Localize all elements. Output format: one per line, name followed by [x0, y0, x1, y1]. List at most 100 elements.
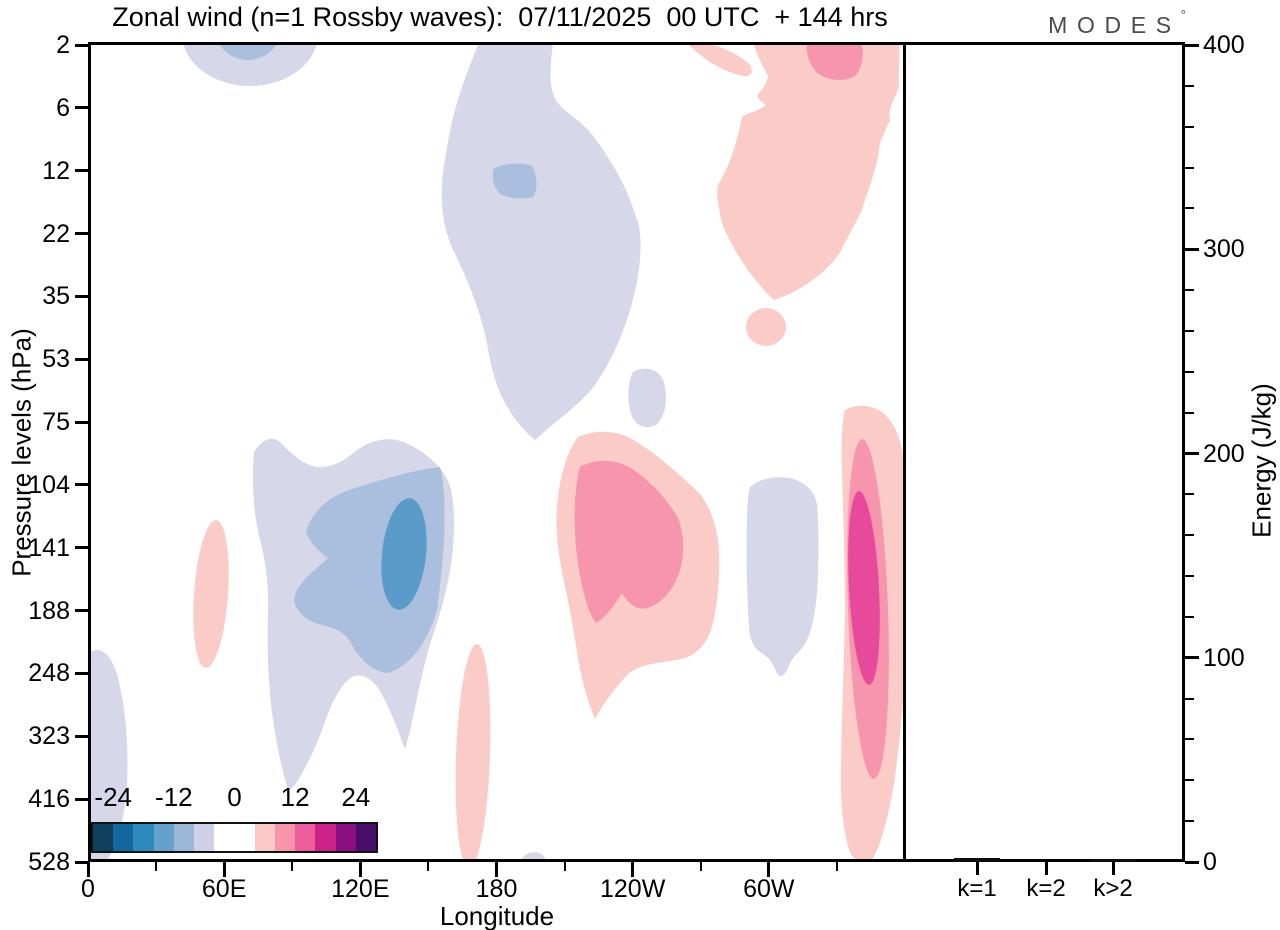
panel-separator [903, 42, 906, 862]
chart-title: Zonal wind (n=1 Rossby waves): 07/11/202… [112, 2, 888, 32]
colorbar-segment [355, 824, 377, 851]
pressure-tick [75, 232, 88, 236]
energy-tick [1185, 247, 1199, 251]
energy-minor-tick [1185, 534, 1194, 537]
pressure-tick [75, 671, 88, 675]
contour-region-left-center-blue-core [381, 498, 427, 610]
colorbar-segment [335, 824, 356, 851]
contour-region-left-edge-lavender [88, 649, 128, 862]
pressure-tick [75, 860, 88, 864]
pressure-tick-label: 248 [28, 659, 70, 688]
contour-region-top-right-pink-dot [746, 308, 786, 346]
contour-region-left-pink-sliver [193, 520, 229, 668]
energy-minor-tick [1185, 166, 1194, 169]
colorbar-segment [254, 824, 275, 851]
contour-region-right-center-lavender [746, 477, 819, 677]
pressure-tick-label: 6 [56, 93, 70, 122]
longitude-tick-label: 60E [201, 875, 247, 903]
contour-map [88, 42, 905, 862]
energy-minor-tick [1185, 575, 1194, 578]
pressure-tick [75, 734, 88, 738]
longitude-minor-tick [427, 862, 430, 871]
longitude-tick-label: 60W [743, 875, 795, 903]
longitude-tick-label: 120E [331, 875, 390, 903]
wavenumber-tick [1111, 862, 1115, 875]
longitude-tick-label: 120W [600, 875, 666, 903]
colorbar-label: -24 [94, 782, 132, 812]
colorbar-segment [315, 824, 336, 851]
energy-minor-tick [1185, 615, 1194, 618]
energy-minor-tick [1185, 207, 1194, 210]
colorbar-segment [173, 824, 195, 851]
energy-minor-tick [1185, 329, 1194, 332]
pressure-tick [75, 294, 88, 298]
pressure-tick-label: 12 [42, 156, 70, 185]
energy-bar [954, 858, 1000, 862]
longitude-tick [631, 862, 635, 877]
contour-region-top-right-pink-core [806, 42, 863, 80]
energy-minor-tick [1185, 738, 1194, 741]
energy-tick [1185, 860, 1199, 864]
pressure-tick-label: 75 [42, 408, 70, 437]
colorbar-segment [194, 824, 215, 851]
colorbar-segment [133, 824, 154, 851]
energy-tick-label: 200 [1203, 439, 1245, 468]
energy-minor-tick [1185, 820, 1194, 823]
contour-region-top-left-blue-cap [218, 42, 278, 60]
longitude-tick-label: 0 [81, 875, 95, 903]
pressure-tick [75, 357, 88, 361]
pressure-tick [75, 43, 88, 47]
modes-logo-mark: ° [1180, 7, 1186, 22]
longitude-minor-tick [291, 862, 294, 871]
contour-region-mid-right-small-lavender [628, 368, 666, 428]
wavenumber-tick-label: k=1 [957, 875, 997, 902]
contour-region-top-right-pink-mass [717, 42, 900, 300]
energy-tick [1185, 656, 1199, 660]
contour-region-bottom-center-pink-sliver [455, 644, 491, 862]
pressure-tick [75, 609, 88, 613]
energy-bar [1090, 859, 1136, 862]
colorbar-label: -12 [155, 782, 193, 812]
longitude-tick [86, 862, 90, 877]
colorbar-label: 24 [341, 782, 371, 812]
pressure-tick-label: 104 [28, 470, 70, 499]
pressure-tick [75, 483, 88, 487]
modes-logo: MODES° [1000, 7, 1186, 39]
energy-minor-tick [1185, 493, 1194, 496]
contour-region-top-right-pink-sliver [686, 42, 752, 77]
contour-region-bottom-lavender-bump [521, 852, 547, 862]
pressure-axis-title: Pressure levels (hPa) [6, 328, 37, 577]
longitude-minor-tick [699, 862, 702, 871]
pressure-tick-label: 22 [42, 219, 70, 248]
energy-minor-tick [1185, 370, 1194, 373]
pressure-tick-label: 528 [28, 848, 70, 876]
longitude-tick [222, 862, 226, 877]
energy-minor-tick [1185, 84, 1194, 87]
contour-region-right-pink-column-core [848, 491, 880, 685]
longitude-minor-tick [155, 862, 158, 871]
energy-minor-tick [1185, 125, 1194, 128]
longitude-tick-label: 180 [475, 875, 518, 903]
colorbar-segment [214, 824, 235, 851]
colorbar-segment [274, 824, 296, 851]
longitude-axis-title: Longitude [439, 901, 555, 930]
pressure-tick [75, 420, 88, 424]
wavenumber-tick [975, 862, 979, 875]
pressure-tick [75, 106, 88, 110]
longitude-minor-tick [835, 862, 838, 871]
contour-region-center-top-lavender-tongue [441, 42, 641, 440]
energy-tick-label: 300 [1203, 235, 1245, 264]
colorbar-label: 0 [227, 782, 242, 812]
colorbar-label: 12 [280, 782, 310, 812]
pressure-tick-label: 35 [42, 282, 70, 311]
pressure-tick-label: 2 [56, 31, 70, 59]
energy-tick [1185, 452, 1199, 455]
colorbar [91, 822, 378, 853]
pressure-tick-label: 323 [28, 722, 70, 751]
longitude-tick [495, 862, 498, 877]
contour-region-top-left-lavender-cap [182, 42, 318, 86]
pressure-tick [75, 169, 88, 173]
wavenumber-tick [1044, 862, 1048, 875]
contour-region-center-top-blue-spot [492, 163, 537, 199]
